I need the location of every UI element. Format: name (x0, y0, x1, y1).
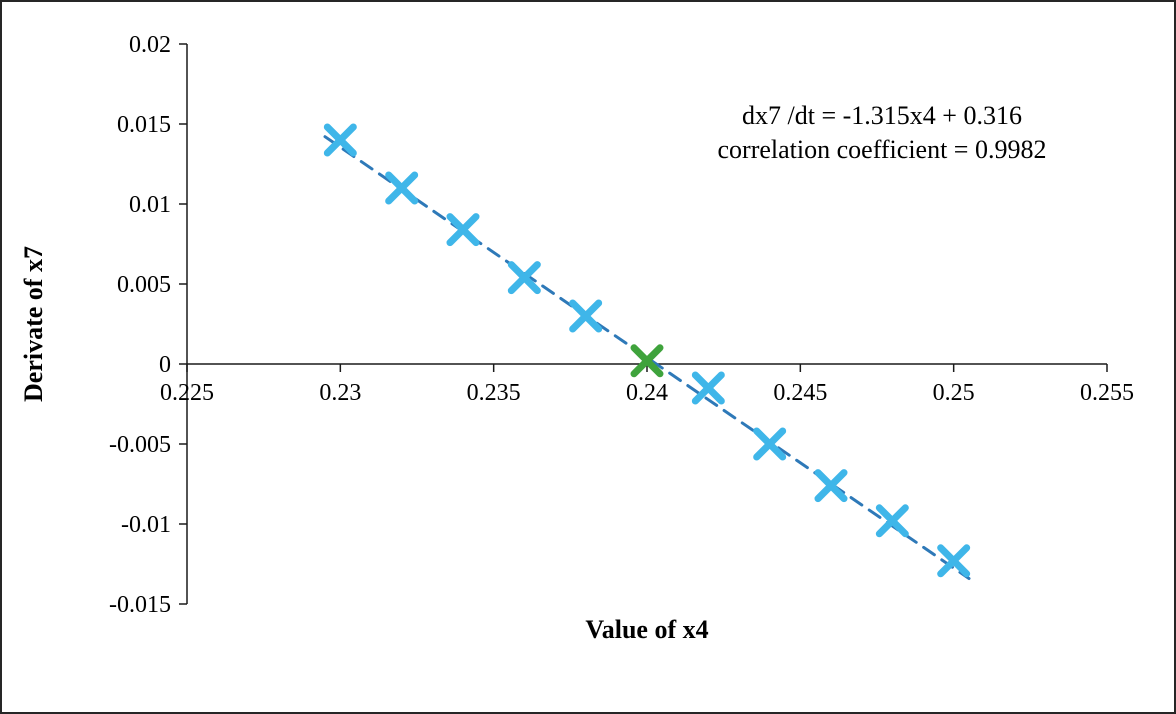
equation-annotation: dx7 /dt = -1.315x4 + 0.316 (742, 101, 1022, 130)
y-tick-label: 0.02 (129, 32, 171, 58)
equilibrium-point-marker (630, 344, 664, 378)
x-tick-label: 0.235 (467, 380, 521, 406)
x-tick-label: 0.23 (319, 380, 361, 406)
y-axis-title: Derivate of x7 (19, 246, 48, 402)
derivative-samples-marker (937, 544, 971, 578)
x-tick-label: 0.255 (1080, 380, 1134, 406)
derivative-samples-marker (323, 123, 357, 157)
y-tick-label: -0.005 (109, 432, 171, 458)
derivative-samples-marker (507, 261, 541, 295)
derivative-samples-marker (446, 213, 480, 247)
derivative-samples-marker (753, 427, 787, 461)
x-tick-label: 0.225 (160, 380, 214, 406)
y-tick-label: 0.015 (117, 112, 171, 138)
derivative-samples-marker (569, 299, 603, 333)
derivative-samples-marker (691, 371, 725, 405)
derivative-samples-marker (385, 171, 419, 205)
x-tick-label: 0.25 (933, 380, 975, 406)
y-tick-label: -0.015 (109, 592, 171, 618)
y-tick-label: 0 (159, 352, 171, 378)
x-tick-label: 0.245 (773, 380, 827, 406)
x-axis-title: Value of x4 (585, 615, 708, 644)
derivative-samples-marker (814, 469, 848, 503)
correlation-annotation: correlation coefficient = 0.9982 (718, 135, 1047, 164)
y-tick-label: 0.005 (117, 272, 171, 298)
y-tick-label: -0.01 (121, 512, 171, 538)
x-tick-label: 0.24 (626, 380, 668, 406)
y-tick-label: 0.01 (129, 192, 171, 218)
derivative-samples-marker (875, 504, 909, 538)
trend-line (323, 135, 971, 581)
